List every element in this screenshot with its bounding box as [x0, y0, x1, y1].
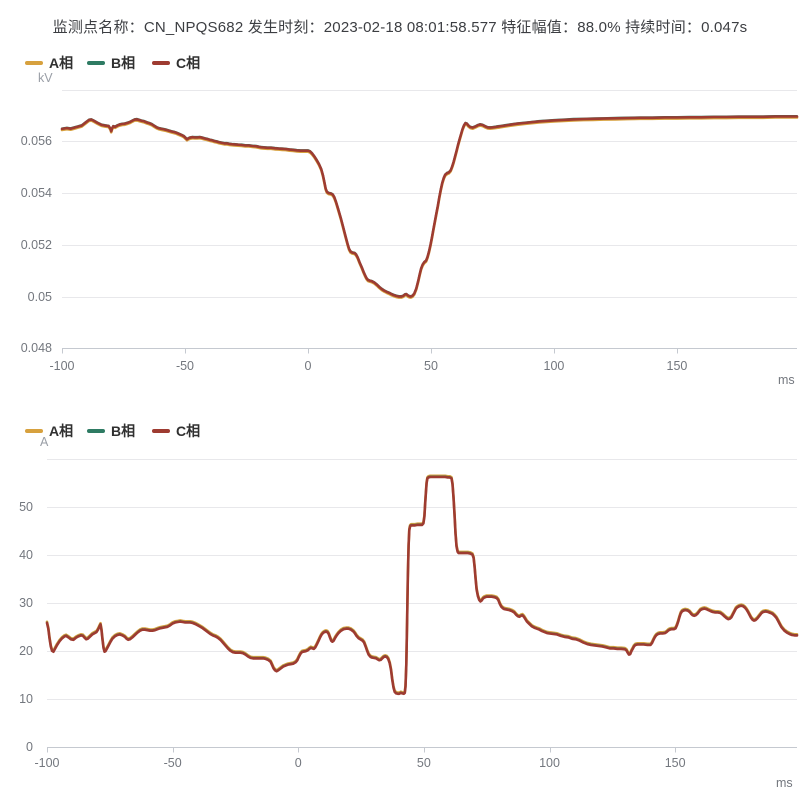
voltage-axis-unit: kV	[38, 71, 53, 85]
voltage-x-tick-label: 0	[304, 359, 312, 373]
voltage-series-line-b-phase	[61, 115, 798, 297]
legend-label: C相	[176, 423, 201, 439]
voltage-legend-item-b-phase[interactable]: B相	[87, 55, 135, 71]
voltage-y-tick-label: 0.05	[27, 289, 52, 304]
current-y-tick-label: 0	[26, 739, 33, 754]
legend-line-swatch	[152, 61, 170, 65]
current-x-tick-label: -100	[34, 756, 60, 770]
voltage-series-line-c-phase	[60, 115, 799, 298]
voltage-y-tick-label: 0.054	[20, 186, 52, 201]
current-y-tick-label: 20	[19, 643, 33, 658]
legend-line-swatch	[152, 429, 170, 433]
voltage-y-tick-label: 0.056	[20, 134, 52, 149]
current-x-tick-label: 150	[664, 756, 686, 770]
current-series-line-c-phase	[45, 475, 799, 696]
legend-line-swatch	[25, 429, 43, 433]
current-y-tick-label: 30	[19, 595, 33, 610]
current-y-tick-label: 50	[19, 500, 33, 515]
legend-label: A相	[49, 55, 74, 71]
legend-label: C相	[176, 55, 201, 71]
voltage-x-tick-label: 100	[543, 359, 565, 373]
voltage-y-tick-label: 0.052	[20, 237, 52, 252]
voltage-y-tick-label: 0.048	[20, 341, 52, 356]
legend-line-swatch	[25, 61, 43, 65]
current-x-tick-label: 50	[416, 756, 431, 770]
legend-label: A相	[49, 423, 74, 439]
voltage-legend-item-a-phase[interactable]: A相	[25, 55, 73, 71]
current-legend-item-a-phase[interactable]: A相	[25, 423, 73, 439]
voltage-x-axis-unit: ms	[778, 373, 795, 387]
current-x-tick-label: -50	[163, 756, 182, 770]
voltage-series-line-a-phase	[60, 116, 799, 299]
voltage-x-tick-label: -100	[49, 359, 75, 373]
current-legend-item-b-phase[interactable]: B相	[87, 423, 135, 439]
current-y-tick-label: 10	[19, 691, 33, 706]
voltage-x-tick-label: 150	[666, 359, 688, 373]
current-x-tick-label: 0	[294, 756, 302, 770]
current-series-line-a-phase	[45, 474, 799, 694]
legend-line-swatch	[87, 61, 105, 65]
legend-label: B相	[111, 55, 136, 71]
current-x-tick-label: 100	[539, 756, 560, 770]
page-title: 监测点名称：CN_NPQS682 发生时刻：2023-02-18 08:01:5…	[52, 19, 748, 36]
current-series-line-b-phase	[46, 475, 798, 695]
current-axis-unit: A	[40, 435, 49, 449]
legend-line-swatch	[87, 429, 105, 433]
current-legend-item-c-phase[interactable]: C相	[152, 423, 200, 439]
legend-label: B相	[111, 423, 136, 439]
voltage-legend-item-c-phase[interactable]: C相	[152, 55, 200, 71]
current-x-axis-unit: ms	[776, 776, 793, 790]
voltage-x-tick-label: -50	[175, 359, 195, 373]
voltage-x-tick-label: 50	[424, 359, 438, 373]
current-y-tick-label: 40	[19, 548, 33, 563]
